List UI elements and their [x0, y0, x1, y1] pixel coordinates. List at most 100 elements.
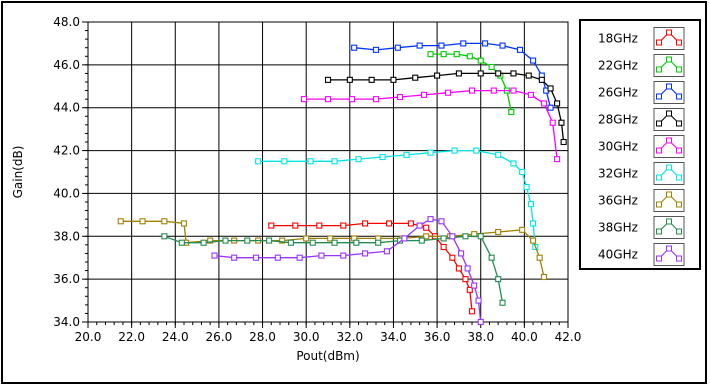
data-point-30GHz: [510, 87, 517, 94]
x-tick-label: 40.0: [511, 330, 538, 344]
data-point-38GHz: [244, 237, 251, 244]
data-point-28GHz: [324, 76, 332, 83]
data-point-28GHz: [368, 76, 375, 83]
data-point-32GHz: [519, 168, 526, 176]
y-tick-label: 34.0: [53, 315, 80, 329]
data-point-22GHz: [427, 51, 434, 58]
data-point-40GHz: [477, 318, 484, 326]
data-point-36GHz: [536, 254, 543, 261]
data-point-40GHz: [231, 254, 238, 261]
legend-marker-18GHz: [656, 39, 662, 46]
data-point-28GHz: [412, 74, 419, 81]
y-tick-label: 46.0: [53, 58, 80, 72]
y-tick-label: 48.0: [53, 15, 80, 29]
data-point-38GHz: [477, 233, 484, 240]
data-point-18GHz: [449, 254, 456, 261]
data-point-32GHz: [530, 220, 537, 227]
data-point-32GHz: [527, 201, 534, 208]
data-point-38GHz: [418, 237, 425, 244]
data-point-26GHz: [394, 44, 401, 51]
data-point-40GHz: [458, 250, 465, 257]
legend-marker-28GHz: [676, 120, 682, 127]
data-point-30GHz: [324, 96, 332, 103]
data-point-18GHz: [268, 222, 275, 229]
data-point-32GHz: [495, 151, 502, 158]
data-point-38GHz: [309, 239, 316, 246]
data-point-40GHz: [362, 250, 369, 257]
series-line-36GHz: [120, 220, 545, 278]
data-point-26GHz: [516, 46, 524, 53]
data-point-32GHz: [281, 158, 288, 165]
data-point-32GHz: [510, 160, 517, 167]
data-point-36GHz: [530, 237, 537, 244]
legend-label-22GHz: 22GHz: [598, 59, 638, 73]
legend-marker-30GHz: [656, 147, 662, 154]
data-point-40GHz: [274, 254, 281, 261]
data-point-28GHz: [390, 76, 397, 83]
legend-marker-32GHz: [676, 174, 682, 181]
data-point-26GHz: [438, 42, 445, 49]
data-point-32GHz: [451, 147, 458, 154]
data-point-36GHz: [495, 228, 502, 236]
data-point-28GHz: [510, 70, 517, 77]
legend-label-26GHz: 26GHz: [598, 86, 638, 100]
y-tick-label: 38.0: [53, 229, 80, 243]
y-tick-label: 44.0: [53, 101, 80, 115]
data-point-38GHz: [266, 237, 273, 244]
legend-marker-26GHz: [676, 93, 682, 100]
data-point-38GHz: [287, 239, 294, 246]
data-point-40GHz: [383, 248, 390, 255]
plot-area: [88, 22, 568, 322]
data-point-36GHz: [207, 237, 214, 244]
data-point-40GHz: [318, 252, 325, 259]
legend-marker-38GHz: [656, 228, 662, 235]
data-point-22GHz: [453, 51, 460, 58]
data-point-32GHz: [355, 156, 362, 163]
data-point-40GHz: [438, 218, 445, 225]
data-point-30GHz: [372, 96, 380, 103]
legend-marker-18GHz: [676, 39, 682, 46]
data-point-28GHz: [560, 138, 567, 146]
data-point-36GHz: [519, 226, 526, 233]
data-point-30GHz: [554, 156, 561, 163]
data-point-30GHz: [348, 96, 356, 103]
data-point-38GHz: [161, 233, 168, 240]
legend-marker-36GHz: [676, 201, 682, 208]
data-point-26GHz: [372, 46, 380, 53]
x-tick-label: 22.0: [118, 330, 145, 344]
x-tick-label: 36.0: [424, 330, 451, 344]
data-point-30GHz: [549, 119, 556, 126]
x-tick-label: 20.0: [75, 330, 102, 344]
data-point-36GHz: [540, 273, 548, 281]
y-tick-label: 40.0: [53, 186, 80, 200]
data-point-36GHz: [279, 237, 286, 244]
legend-label-40GHz: 40GHz: [598, 248, 638, 262]
data-point-18GHz: [468, 308, 476, 315]
data-point-30GHz: [527, 91, 534, 98]
data-point-26GHz: [499, 42, 506, 49]
data-point-30GHz: [444, 89, 452, 96]
data-point-36GHz: [327, 235, 334, 242]
data-point-28GHz: [477, 70, 484, 77]
data-point-28GHz: [495, 70, 502, 77]
data-point-26GHz: [460, 40, 467, 47]
data-point-38GHz: [499, 299, 506, 306]
data-point-28GHz: [558, 119, 565, 126]
legend-label-32GHz: 32GHz: [598, 167, 638, 181]
data-point-40GHz: [340, 252, 347, 259]
data-point-28GHz: [525, 72, 532, 79]
legend-label-28GHz: 28GHz: [598, 113, 638, 127]
data-point-40GHz: [416, 222, 423, 229]
x-tick-label: 24.0: [162, 330, 189, 344]
legend-marker-30GHz: [676, 147, 682, 154]
x-tick-label: 30.0: [293, 330, 320, 344]
data-point-36GHz: [161, 218, 168, 225]
data-point-38GHz: [222, 237, 229, 244]
data-point-38GHz: [200, 239, 207, 246]
legend-marker-36GHz: [666, 191, 672, 198]
data-point-40GHz: [449, 233, 456, 240]
data-point-28GHz: [455, 70, 462, 77]
x-tick-label: 26.0: [206, 330, 233, 344]
data-point-26GHz: [482, 40, 489, 47]
